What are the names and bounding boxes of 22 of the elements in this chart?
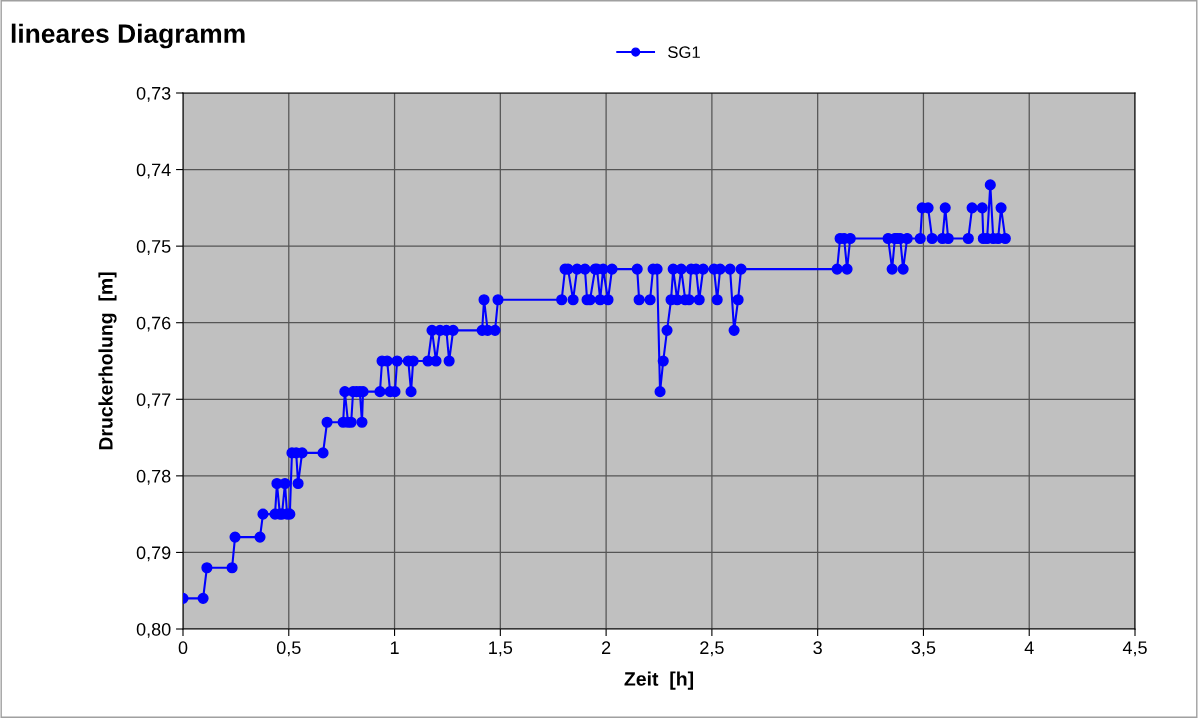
x-tick-label: 1 bbox=[390, 641, 399, 654]
x-tick-label: 2 bbox=[602, 641, 611, 654]
legend-label: SG1 bbox=[668, 46, 700, 59]
y-tick-label: 0,73 bbox=[136, 86, 171, 102]
y-tick-label: 0,78 bbox=[136, 469, 171, 485]
chart-title: lineares Diagramm bbox=[11, 23, 245, 49]
x-tick-label: 2,5 bbox=[700, 641, 724, 657]
x-tick-label: 3 bbox=[813, 641, 822, 655]
x-tick-label: 3,5 bbox=[911, 641, 936, 657]
y-tick-label: 0,76 bbox=[136, 316, 171, 332]
x-axis-title: Zeit [h] bbox=[624, 671, 694, 690]
y-tick-label: 0,79 bbox=[136, 546, 171, 562]
y-axis-title: Druckerholung [m] bbox=[98, 272, 117, 450]
x-tick-label: 4,5 bbox=[1122, 641, 1147, 657]
y-tick-label: 0,80 bbox=[136, 622, 171, 638]
x-tick-label: 4 bbox=[1024, 641, 1034, 654]
y-tick-label: 0,75 bbox=[136, 240, 171, 255]
x-tick-label: 1,5 bbox=[489, 641, 513, 657]
y-tick-label: 0,77 bbox=[136, 393, 171, 409]
y-tick-label: 0,74 bbox=[136, 163, 171, 179]
x-tick-label: 0,5 bbox=[276, 641, 301, 657]
x-tick-label: 0 bbox=[178, 641, 188, 655]
